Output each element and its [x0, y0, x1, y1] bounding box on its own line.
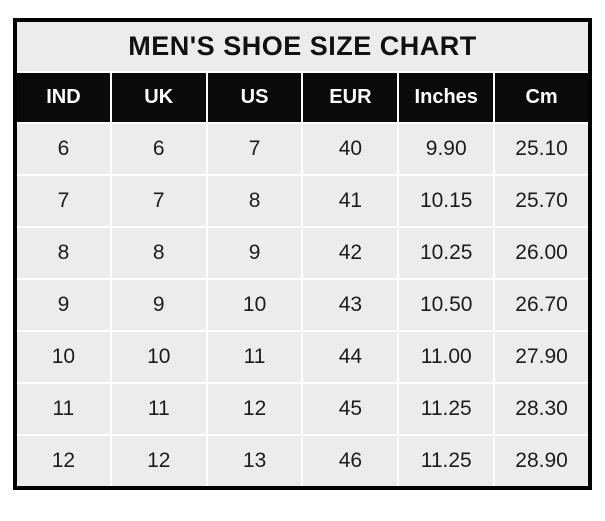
shoe-size-table: MEN'S SHOE SIZE CHART IND UK US EUR Inches Cm…: [13, 18, 592, 490]
column-header-cm: Cm: [493, 72, 591, 124]
table-cell-ind: 10: [14, 330, 112, 384]
table-cell-inches: 11.25: [397, 434, 496, 489]
table-cell-ind: 7: [14, 174, 112, 228]
table-cell-ind: 11: [14, 382, 112, 436]
table-row: 12 12 13 46 11.25 28.90: [14, 434, 591, 489]
table-row: 7 7 8 41 10.15 25.70: [14, 174, 591, 228]
table-cell-cm: 25.70: [493, 174, 591, 228]
header-row: IND UK US EUR Inches Cm: [14, 72, 591, 124]
table-cell-cm: 26.00: [493, 226, 591, 280]
table-cell-eur: 43: [301, 278, 400, 332]
table-cell-us: 10: [205, 278, 304, 332]
table-cell-inches: 10.50: [397, 278, 496, 332]
table-cell-eur: 42: [301, 226, 400, 280]
table-row: 6 6 7 40 9.90 25.10: [14, 122, 591, 176]
column-header-us: US: [205, 72, 304, 124]
table-cell-ind: 12: [14, 434, 112, 489]
table-cell-us: 9: [205, 226, 304, 280]
table-row: 8 8 9 42 10.25 26.00: [14, 226, 591, 280]
table-cell-inches: 11.00: [397, 330, 496, 384]
column-header-eur: EUR: [301, 72, 400, 124]
table-cell-eur: 40: [301, 122, 400, 176]
table-cell-inches: 10.15: [397, 174, 496, 228]
table-cell-uk: 12: [109, 434, 208, 489]
table-cell-uk: 9: [109, 278, 208, 332]
table-cell-cm: 28.90: [493, 434, 591, 489]
table-cell-uk: 7: [109, 174, 208, 228]
column-header-ind: IND: [14, 72, 112, 124]
table-cell-ind: 6: [14, 122, 112, 176]
table-cell-cm: 27.90: [493, 330, 591, 384]
table-cell-us: 8: [205, 174, 304, 228]
table-cell-eur: 46: [301, 434, 400, 489]
table-cell-eur: 45: [301, 382, 400, 436]
table-cell-eur: 41: [301, 174, 400, 228]
table-row: 9 9 10 43 10.50 26.70: [14, 278, 591, 332]
table-cell-inches: 11.25: [397, 382, 496, 436]
column-header-inches: Inches: [397, 72, 496, 124]
table-cell-ind: 9: [14, 278, 112, 332]
column-header-uk: UK: [109, 72, 208, 124]
table-cell-ind: 8: [14, 226, 112, 280]
table-row: 10 10 11 44 11.00 27.90: [14, 330, 591, 384]
table-row: 11 11 12 45 11.25 28.30: [14, 382, 591, 436]
table-cell-eur: 44: [301, 330, 400, 384]
table-head: MEN'S SHOE SIZE CHART IND UK US EUR Inches Cm: [14, 19, 591, 124]
table-cell-us: 11: [205, 330, 304, 384]
table-cell-uk: 11: [109, 382, 208, 436]
table-cell-uk: 8: [109, 226, 208, 280]
table-cell-cm: 28.30: [493, 382, 591, 436]
table-body: 6 6 7 40 9.90 25.10 7 7 8 41 10.15 25.70 8 8 9 42 10.25 2…: [14, 122, 591, 489]
table-cell-us: 12: [205, 382, 304, 436]
table-cell-us: 7: [205, 122, 304, 176]
table-title: MEN'S SHOE SIZE CHART: [14, 19, 591, 73]
table-cell-uk: 10: [109, 330, 208, 384]
table-cell-us: 13: [205, 434, 304, 489]
table-cell-cm: 25.10: [493, 122, 591, 176]
shoe-size-chart-container: MEN'S SHOE SIZE CHART IND UK US EUR Inches Cm…: [13, 18, 592, 490]
table-cell-uk: 6: [109, 122, 208, 176]
table-cell-cm: 26.70: [493, 278, 591, 332]
title-row: MEN'S SHOE SIZE CHART: [14, 19, 591, 73]
table-cell-inches: 9.90: [397, 122, 496, 176]
table-cell-inches: 10.25: [397, 226, 496, 280]
